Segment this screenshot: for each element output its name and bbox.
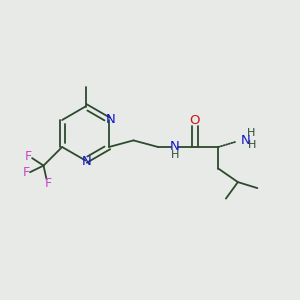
Text: H: H <box>248 140 256 150</box>
Text: N: N <box>240 134 250 147</box>
Text: H: H <box>170 150 179 161</box>
Text: F: F <box>44 177 52 190</box>
Text: H: H <box>247 128 255 138</box>
Text: N: N <box>82 154 92 168</box>
Text: F: F <box>24 150 32 163</box>
Text: O: O <box>190 114 200 127</box>
Text: N: N <box>106 113 115 126</box>
Text: N: N <box>170 140 179 153</box>
Text: F: F <box>22 166 29 179</box>
